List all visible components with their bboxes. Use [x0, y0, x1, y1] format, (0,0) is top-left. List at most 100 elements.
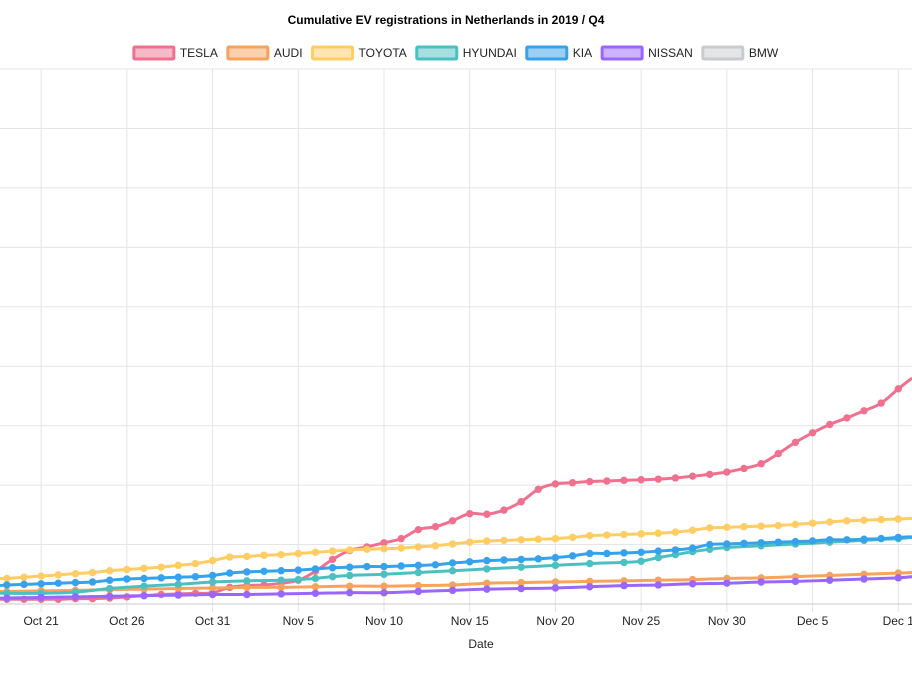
- data-point-toyota: [860, 516, 868, 524]
- data-point-toyota: [123, 565, 131, 574]
- data-point-kia: [586, 549, 594, 558]
- data-point-toyota: [380, 545, 388, 553]
- data-point-kia: [603, 549, 611, 558]
- data-point-nissan: [37, 593, 45, 602]
- x-tick-label: Nov 30: [708, 614, 746, 628]
- data-point-nissan: [723, 579, 731, 587]
- data-point-kia: [397, 562, 405, 570]
- data-point-toyota: [226, 553, 234, 561]
- data-point-nissan: [586, 583, 594, 591]
- legend-item-hyundai[interactable]: HYUNDAI: [415, 45, 517, 61]
- data-point-tesla: [877, 399, 885, 407]
- data-point-toyota: [483, 537, 491, 545]
- data-point-hyundai: [654, 553, 662, 562]
- data-point-tesla: [551, 480, 560, 488]
- data-point-audi: [380, 582, 388, 590]
- data-point-hyundai: [328, 572, 337, 581]
- data-point-kia: [71, 578, 80, 587]
- data-point-tesla: [500, 506, 508, 514]
- data-point-toyota: [20, 573, 28, 581]
- data-point-nissan: [277, 590, 285, 598]
- data-point-toyota: [311, 548, 320, 556]
- data-point-nissan: [620, 581, 628, 590]
- data-point-audi: [483, 579, 491, 587]
- data-point-kia: [466, 558, 474, 566]
- legend-item-toyota[interactable]: TOYOTA: [311, 45, 407, 61]
- data-point-kia: [277, 567, 285, 575]
- data-point-tesla: [620, 476, 628, 485]
- data-point-tesla: [808, 429, 817, 437]
- grid-lines: [0, 68, 912, 612]
- data-point-kia: [757, 539, 765, 547]
- x-tick-labels: Oct 21 Oct 26 Oct 31 Nov 5 Nov 10 Nov 15 Nov 2…: [23, 614, 912, 628]
- data-point-toyota: [208, 556, 217, 565]
- data-point-audi: [414, 581, 422, 590]
- x-tick-label: Nov 25: [622, 614, 660, 628]
- data-point-nissan: [414, 587, 422, 596]
- data-point-kia: [260, 567, 268, 576]
- data-point-audi: [311, 583, 320, 591]
- data-point-tesla: [860, 407, 868, 415]
- data-point-nissan: [654, 581, 662, 589]
- legend-swatch-bmw: [701, 45, 745, 61]
- data-point-hyundai: [414, 568, 422, 577]
- data-point-nissan: [243, 590, 251, 599]
- data-point-toyota: [740, 523, 748, 531]
- legend-swatch-tesla: [132, 45, 176, 61]
- legend-label-nissan: NISSAN: [648, 46, 693, 60]
- legend-item-tesla[interactable]: TESLA: [132, 45, 218, 61]
- data-point-toyota: [500, 536, 508, 545]
- data-point-kia: [226, 569, 234, 577]
- data-point-hyundai: [586, 559, 594, 568]
- data-point-toyota: [191, 559, 200, 568]
- data-point-nissan: [71, 593, 80, 601]
- data-point-tesla: [791, 438, 800, 447]
- legend-item-nissan[interactable]: NISSAN: [600, 45, 693, 61]
- legend-item-audi[interactable]: AUDI: [226, 45, 303, 61]
- x-tick-label: Nov 20: [536, 614, 574, 628]
- legend-item-bmw[interactable]: BMW: [701, 45, 779, 61]
- data-point-nissan: [688, 580, 697, 588]
- data-point-toyota: [723, 523, 731, 532]
- legend-label-tesla: TESLA: [180, 46, 218, 60]
- legend-label-hyundai: HYUNDAI: [463, 46, 517, 60]
- chart-title: Cumulative EV registrations in Netherlan…: [288, 13, 605, 27]
- data-point-tesla: [431, 523, 440, 531]
- legend-swatch-toyota: [311, 45, 355, 61]
- x-tick-label: Nov 10: [365, 614, 403, 628]
- data-point-kia: [534, 555, 542, 563]
- data-point-audi: [243, 583, 251, 592]
- data-point-hyundai: [380, 570, 388, 578]
- legend-label-audi: AUDI: [274, 46, 303, 60]
- legend-item-kia[interactable]: KIA: [525, 45, 592, 61]
- data-point-tesla: [414, 525, 422, 534]
- data-point-kia: [500, 556, 508, 564]
- data-point-tesla: [894, 385, 902, 393]
- data-point-tesla: [448, 517, 457, 525]
- data-point-tesla: [517, 498, 525, 506]
- data-point-toyota: [826, 518, 834, 526]
- data-point-hyundai: [637, 557, 645, 565]
- data-point-kia: [243, 568, 251, 576]
- data-point-toyota: [620, 530, 628, 539]
- data-point-kia: [431, 561, 440, 569]
- data-point-kia: [123, 575, 131, 583]
- data-point-kia: [620, 549, 628, 557]
- data-point-kia: [654, 547, 662, 555]
- data-point-nissan: [757, 578, 765, 586]
- data-point-kia: [363, 562, 371, 571]
- legend-label-bmw: BMW: [749, 46, 779, 60]
- data-point-kia: [568, 552, 577, 560]
- data-point-kia: [157, 574, 165, 582]
- data-point-hyundai: [620, 558, 628, 567]
- data-point-tesla: [688, 472, 697, 480]
- data-point-kia: [20, 580, 28, 589]
- data-point-hyundai: [208, 578, 217, 586]
- data-point-tesla: [568, 479, 577, 487]
- data-point-kia: [414, 561, 422, 570]
- x-tick-label: Oct 31: [195, 614, 231, 628]
- data-point-tesla: [740, 464, 748, 473]
- x-tick-label: Nov 5: [283, 614, 315, 628]
- data-point-kia: [191, 572, 200, 581]
- data-point-nissan: [860, 575, 868, 583]
